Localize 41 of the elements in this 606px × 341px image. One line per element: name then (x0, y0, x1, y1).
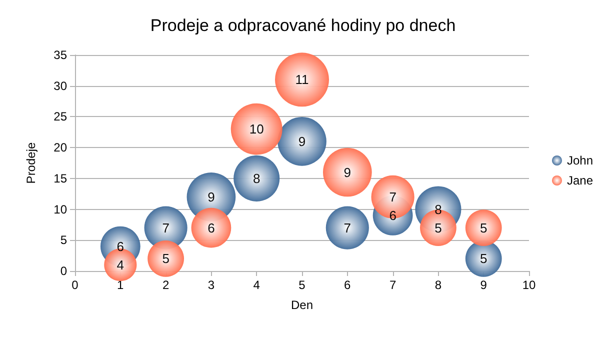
y-tick-label: 20 (54, 140, 68, 155)
data-label: 9 (344, 164, 352, 180)
y-tick-label: 10 (54, 202, 68, 216)
data-label: 10 (249, 122, 264, 137)
y-tick-label: 30 (54, 78, 68, 93)
data-label: 6 (389, 208, 396, 223)
legend-label: Jane (566, 174, 594, 188)
legend-label: John (566, 154, 594, 168)
data-label: 5 (162, 251, 170, 266)
data-label: 9 (208, 189, 215, 204)
x-tick-label: 9 (480, 278, 488, 292)
y-tick-label: 15 (54, 171, 68, 186)
y-tick-label: 0 (60, 264, 68, 278)
chart-title: Prodeje a odpracované hodiny po dnech (150, 16, 456, 35)
data-label: 5 (434, 220, 442, 236)
data-label: 5 (480, 251, 488, 266)
x-tick-label: 2 (162, 278, 170, 292)
x-tick-label: 4 (253, 278, 260, 292)
x-tick-label: 3 (208, 278, 215, 292)
data-label: 4 (116, 257, 124, 272)
data-label: 7 (344, 220, 352, 236)
y-tick-label: 35 (54, 48, 68, 62)
data-label: 9 (298, 134, 306, 149)
y-tick-label: 5 (60, 233, 68, 248)
y-axis-title: Prodeje (24, 142, 38, 184)
data-label: 11 (295, 72, 309, 88)
data-label: 8 (252, 170, 260, 186)
x-axis-title: Den (290, 298, 314, 312)
data-label: 5 (480, 220, 488, 236)
x-tick-label: 10 (522, 278, 536, 292)
data-label: 6 (208, 220, 215, 236)
x-tick-label: 0 (72, 278, 79, 292)
x-tick-label: 6 (344, 278, 352, 292)
x-tick-label: 7 (389, 278, 396, 292)
data-label: 7 (162, 220, 170, 236)
data-label: 8 (434, 202, 442, 217)
data-label: 7 (389, 189, 396, 204)
x-tick-label: 8 (434, 278, 442, 292)
y-tick-label: 25 (54, 110, 68, 124)
x-tick-label: 1 (117, 278, 124, 292)
x-tick-label: 5 (298, 278, 306, 292)
